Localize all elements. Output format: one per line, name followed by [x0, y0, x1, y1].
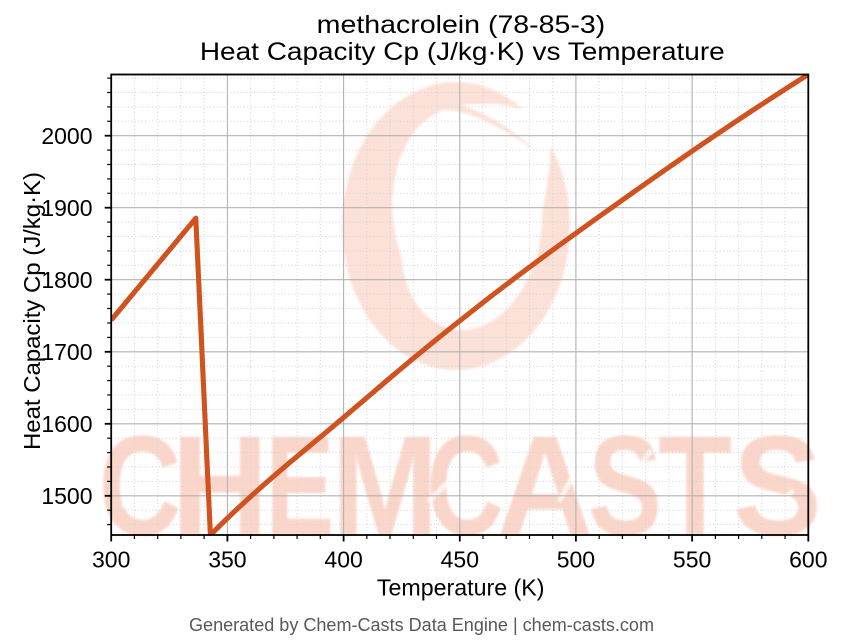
svg-text:1500: 1500 — [41, 483, 92, 509]
svg-text:2000: 2000 — [41, 123, 92, 149]
svg-text:500: 500 — [557, 547, 595, 573]
svg-text:Generated by Chem-Casts Data E: Generated by Chem-Casts Data Engine | ch… — [189, 614, 654, 635]
svg-text:M: M — [332, 407, 439, 566]
svg-text:550: 550 — [673, 547, 711, 573]
svg-text:C: C — [427, 407, 504, 566]
svg-text:1700: 1700 — [41, 339, 92, 365]
svg-text:600: 600 — [789, 547, 827, 573]
svg-text:Heat Capacity Cp (J/kg·K) vs T: Heat Capacity Cp (J/kg·K) vs Temperature — [200, 38, 725, 66]
svg-text:S: S — [733, 407, 822, 566]
svg-text:300: 300 — [92, 547, 130, 573]
svg-text:H: H — [172, 407, 269, 566]
svg-text:E: E — [266, 407, 335, 566]
svg-text:1600: 1600 — [41, 411, 92, 437]
svg-text:S: S — [588, 407, 662, 566]
svg-text:450: 450 — [441, 547, 479, 573]
svg-text:400: 400 — [324, 547, 362, 573]
svg-text:Heat Capacity Cp (J/kg·K): Heat Capacity Cp (J/kg·K) — [19, 172, 45, 450]
svg-text:C: C — [99, 407, 182, 566]
svg-text:1900: 1900 — [41, 195, 92, 221]
svg-text:Temperature (K): Temperature (K) — [377, 575, 545, 601]
svg-text:350: 350 — [208, 547, 246, 573]
svg-text:T: T — [658, 407, 732, 566]
svg-text:A: A — [497, 407, 593, 566]
svg-text:methacrolein (78-85-3): methacrolein (78-85-3) — [317, 11, 606, 39]
svg-text:1800: 1800 — [41, 267, 92, 293]
